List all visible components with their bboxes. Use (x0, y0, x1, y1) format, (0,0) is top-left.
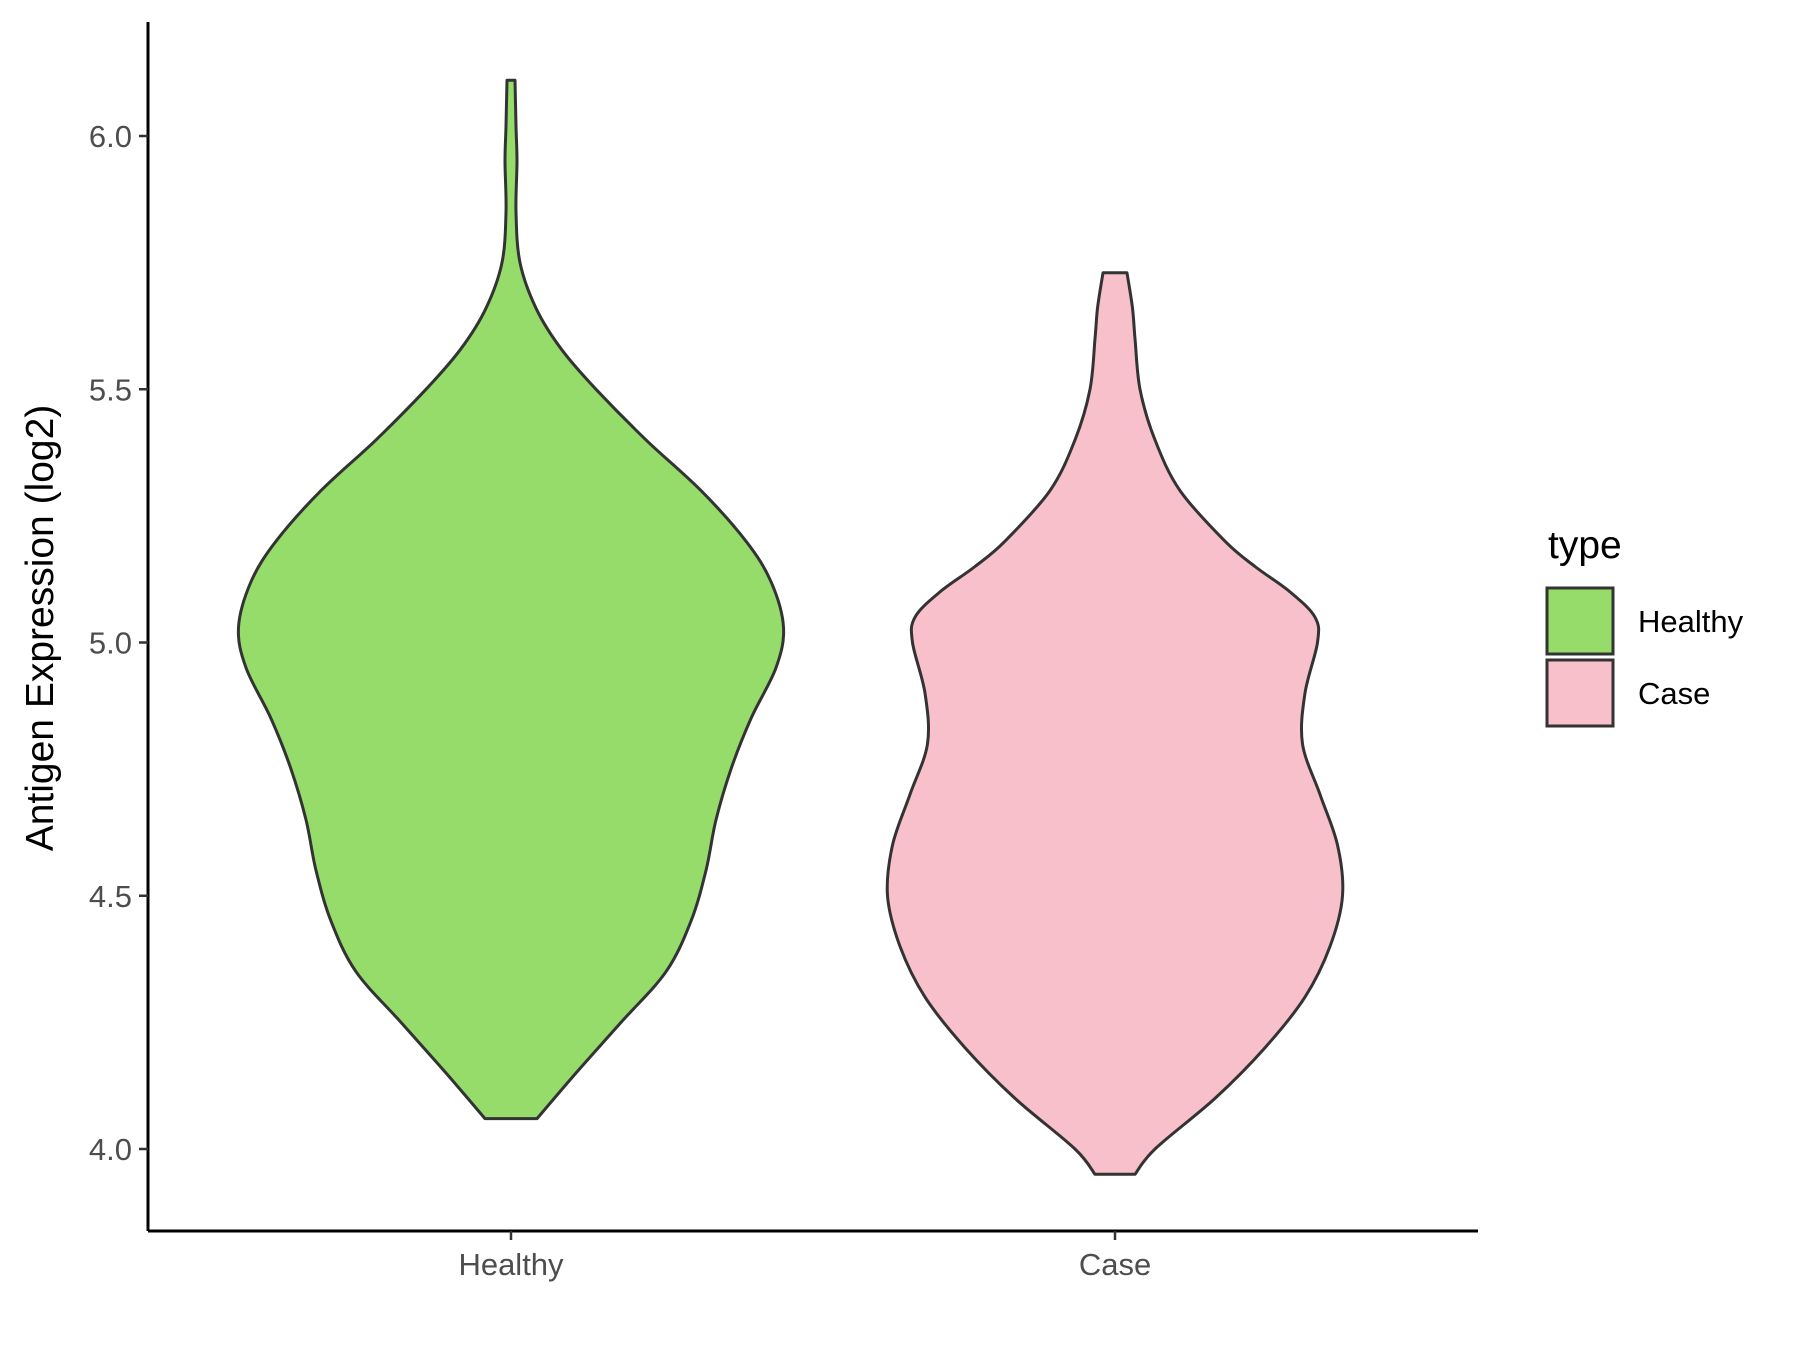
x-ticks: Healthy Case (458, 1231, 1151, 1282)
y-ticks: 4.0 4.5 5.0 5.5 6.0 (89, 119, 148, 1167)
legend-swatch-case (1545, 658, 1615, 728)
y-tick-label: 4.5 (89, 879, 132, 914)
x-tick-label: Healthy (458, 1247, 564, 1282)
legend-title: type (1548, 524, 1622, 567)
violin-case (885, 271, 1345, 1176)
y-tick-label: 5.5 (89, 372, 132, 407)
legend-swatch-healthy (1545, 586, 1615, 656)
y-tick-label: 5.0 (89, 626, 132, 661)
y-tick-label: 4.0 (89, 1132, 132, 1167)
violin-layer (236, 78, 1345, 1176)
y-tick-label: 6.0 (89, 119, 132, 154)
y-axis-title: Antigen Expression (log2) (19, 405, 62, 852)
violin-healthy (236, 78, 786, 1121)
legend: type Healthy Case (1545, 524, 1744, 728)
legend-entries: Healthy Case (1545, 586, 1744, 728)
legend-label-healthy: Healthy (1638, 604, 1744, 639)
x-tick-label: Case (1079, 1247, 1151, 1282)
legend-label-case: Case (1638, 676, 1710, 711)
